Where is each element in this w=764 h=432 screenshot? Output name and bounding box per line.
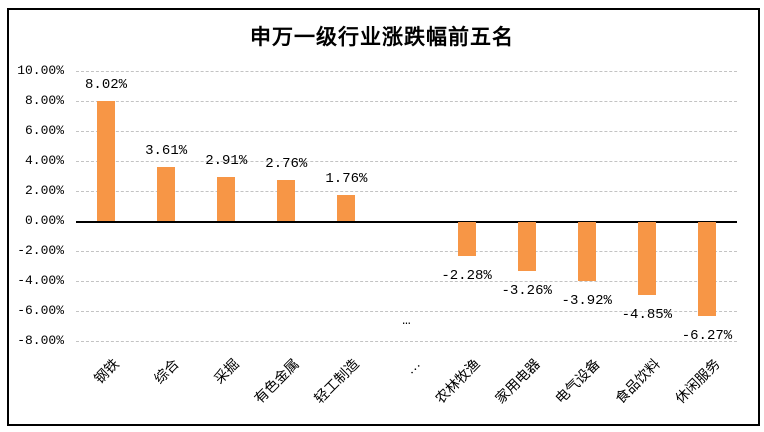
bar [637, 222, 656, 295]
y-axis-label: 10.00% [17, 63, 64, 78]
gridline [76, 341, 737, 342]
plot-area: 8.02% 钢铁 3.61% 综合 2.91% 采掘 2.76% 有色金属 1.76% 轻工制造…… [76, 71, 737, 407]
y-axis-label: -6.00% [17, 303, 64, 318]
gridline [76, 161, 737, 162]
bar [97, 100, 116, 221]
y-axis-label: 0.00% [24, 213, 64, 228]
data-label: 1.76% [325, 170, 368, 187]
chart-border [7, 8, 760, 426]
data-label: 2.76% [265, 155, 308, 172]
bar [157, 166, 176, 221]
gridline [76, 131, 737, 132]
data-label: -4.85% [621, 306, 673, 323]
data-label: -2.28% [441, 268, 492, 285]
y-axis-label: 4.00% [24, 153, 64, 168]
data-label: 3.61% [145, 142, 188, 159]
data-label: -6.27% [681, 328, 733, 345]
bar [697, 222, 716, 317]
bar [337, 194, 356, 221]
data-label: 8.02% [85, 76, 128, 93]
data-label: 2.91% [205, 153, 248, 170]
bar [517, 222, 536, 271]
data-label: … [402, 313, 411, 329]
gridline [76, 101, 737, 102]
bar [277, 179, 296, 221]
y-axis-label: -8.00% [17, 333, 64, 348]
bar [457, 222, 476, 257]
gridline [76, 311, 737, 312]
bar [577, 222, 596, 281]
zero-axis-line [76, 221, 737, 223]
y-axis-label: 2.00% [24, 183, 64, 198]
bar [217, 177, 236, 221]
y-axis-label: 6.00% [24, 123, 64, 138]
y-axis-label: -2.00% [17, 243, 64, 258]
chart-title: 申万一级行业涨跌幅前五名 [250, 25, 514, 49]
gridline [76, 71, 737, 72]
y-axis-label: 8.00% [24, 93, 64, 108]
data-label: -3.26% [501, 282, 552, 299]
gridline [76, 281, 737, 282]
gridline [76, 191, 737, 192]
y-axis-label: -4.00% [17, 273, 64, 288]
data-label: -3.92% [561, 292, 612, 309]
gridline [76, 251, 737, 252]
